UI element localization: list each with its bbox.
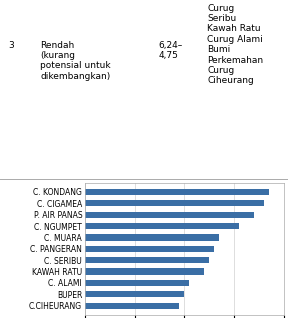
Bar <box>85 223 239 229</box>
Text: Curug
Seribu
Kawah Ratu
Curug Alami
Bumi
Perkemahan
Curug
Ciheurang: Curug Seribu Kawah Ratu Curug Alami Bumi… <box>207 4 264 86</box>
Text: 3: 3 <box>9 41 14 50</box>
Bar <box>85 234 219 241</box>
Bar <box>85 257 209 263</box>
Bar <box>85 246 214 252</box>
Bar <box>85 200 264 206</box>
Bar <box>85 302 179 309</box>
Text: 6,24–
4,75: 6,24– 4,75 <box>158 41 183 60</box>
Bar <box>85 268 204 275</box>
Bar <box>85 189 269 195</box>
Bar <box>85 291 184 297</box>
Bar <box>85 211 254 218</box>
Bar <box>85 280 189 286</box>
Text: Rendah
(kurang
potensial untuk
dikembangkan): Rendah (kurang potensial untuk dikembang… <box>40 41 111 81</box>
